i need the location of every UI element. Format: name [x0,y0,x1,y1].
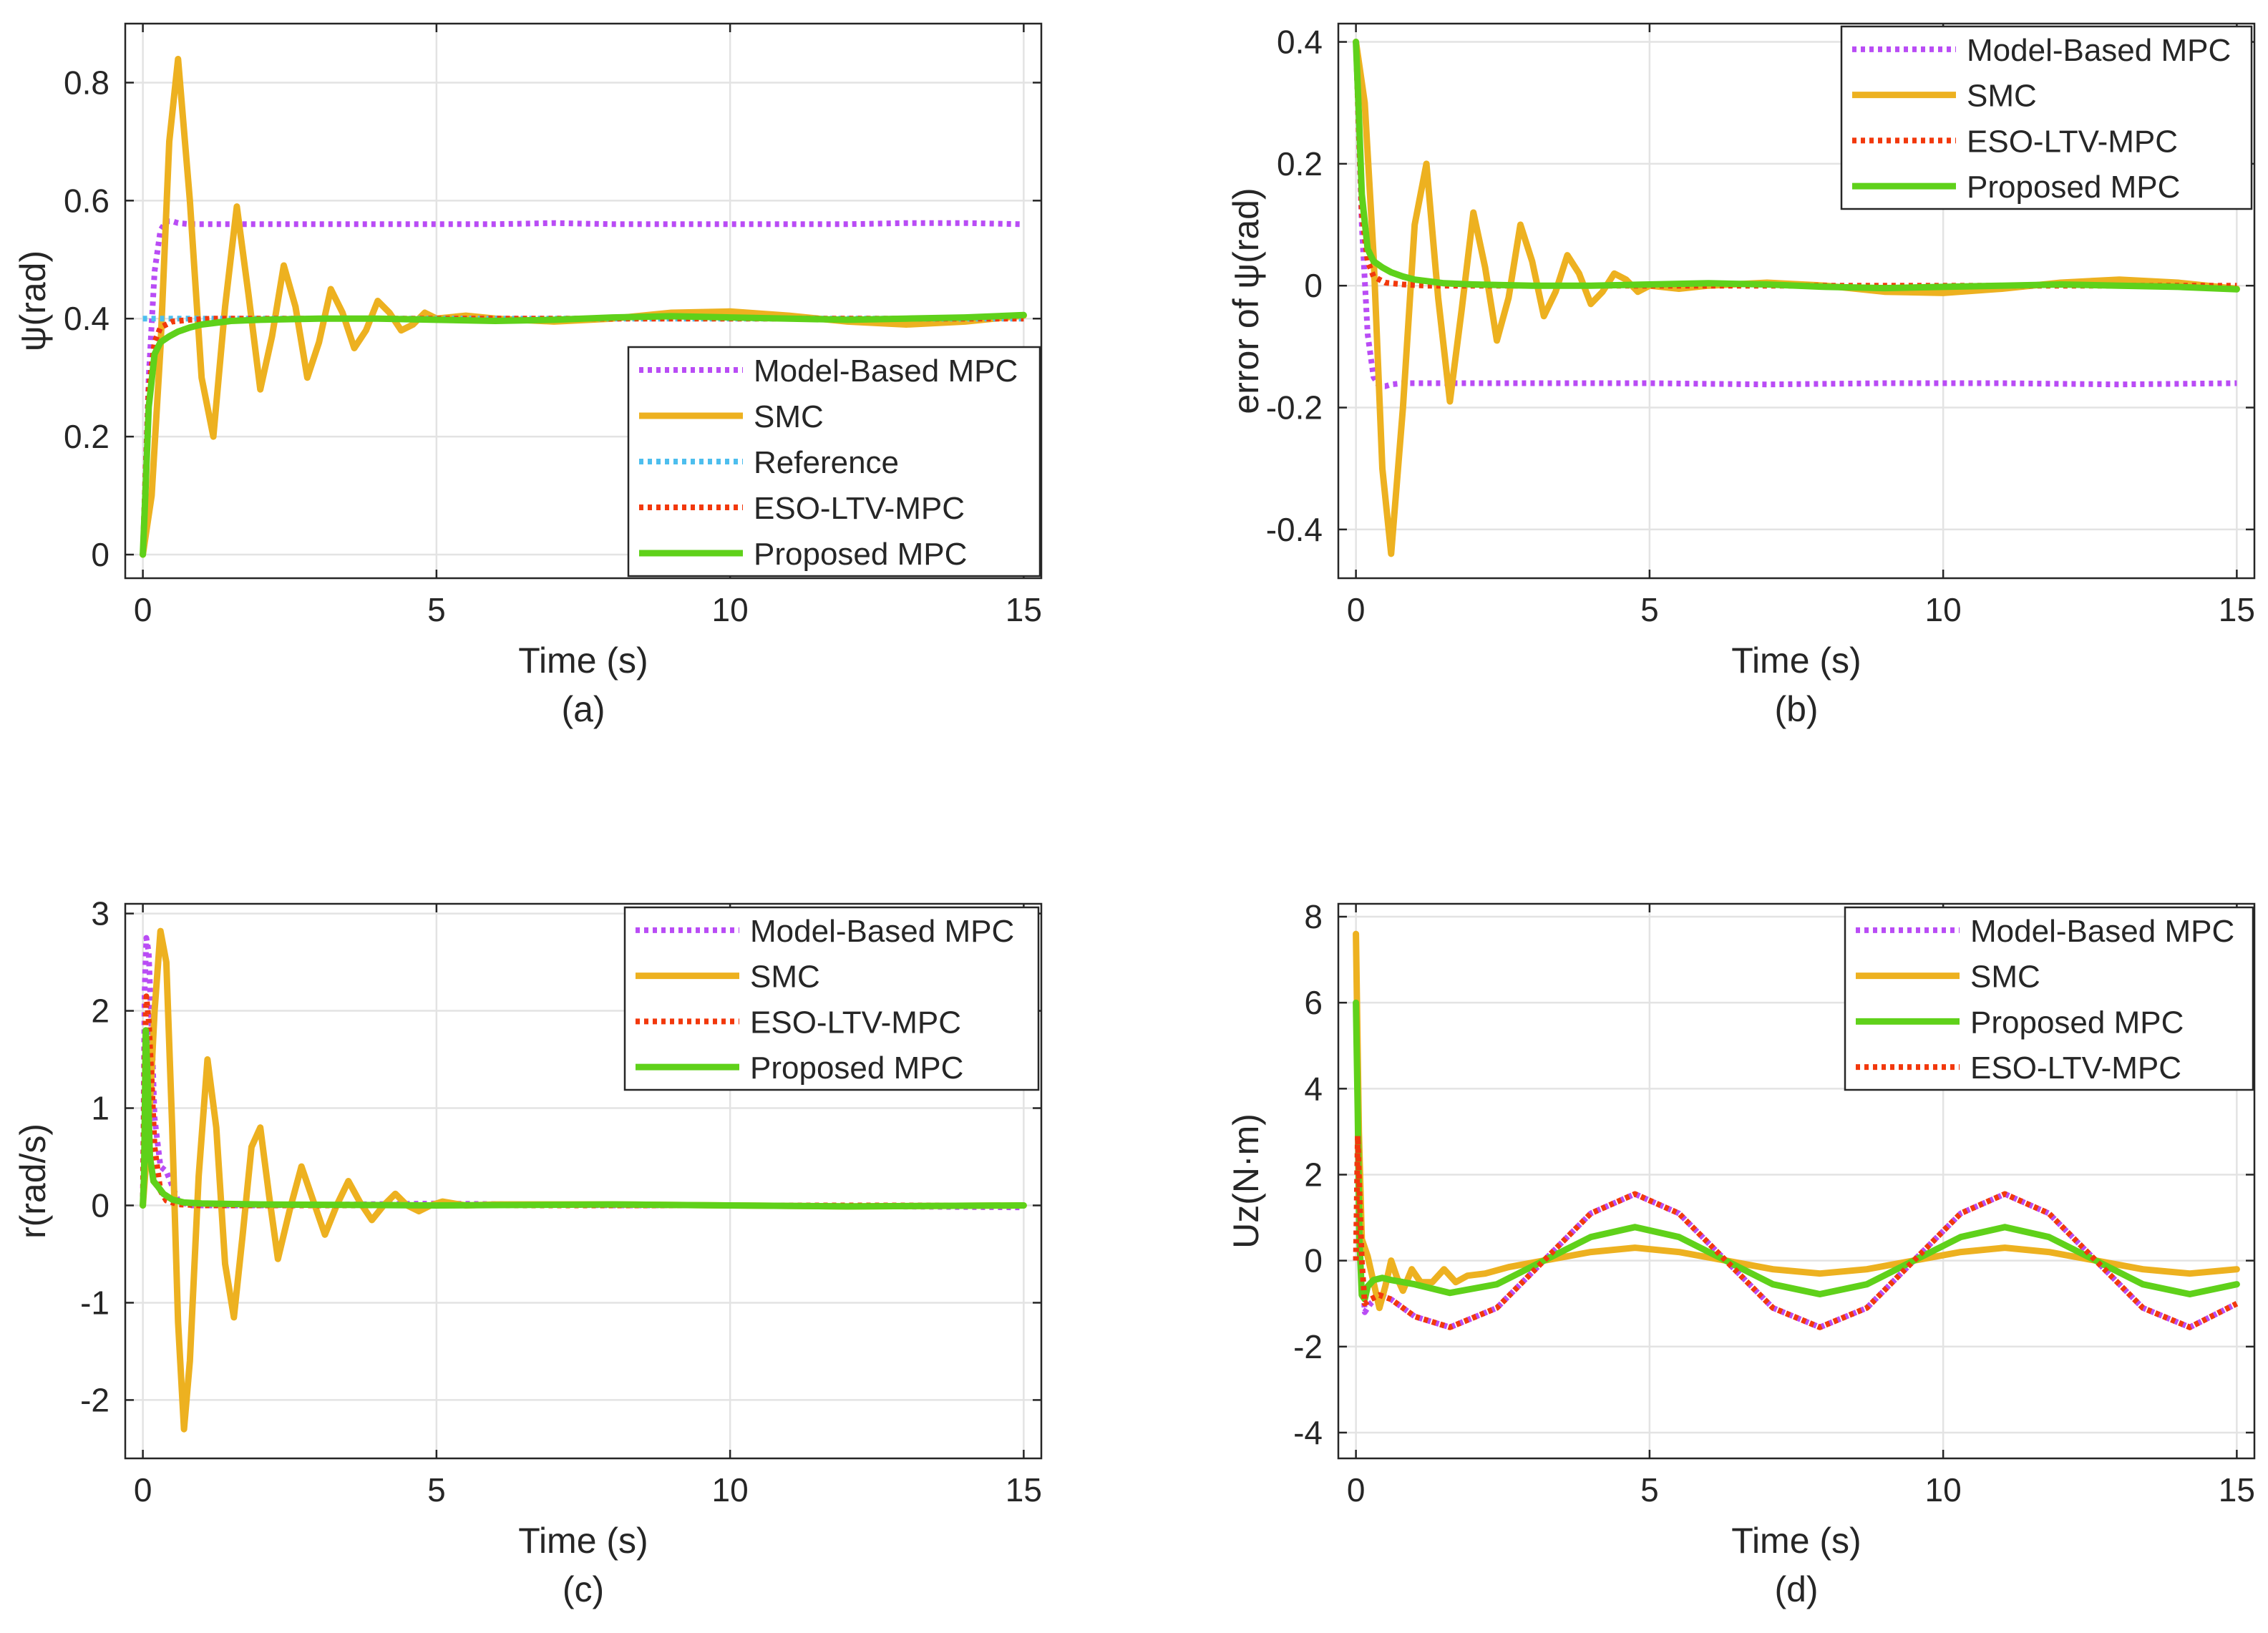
axes-box [124,902,1043,1460]
y-tick-label: 0 [91,1186,109,1224]
y-tick-label: -2 [80,1381,109,1418]
x-tick-label: 0 [1347,1471,1366,1508]
x-tick-label: 15 [1006,1471,1042,1508]
y-tick-label: 4 [1304,1070,1323,1107]
panel-caption: (b) [1774,689,1818,729]
x-axis-label: Time (s) [518,640,648,681]
y-tick-label: -0.2 [1266,389,1323,426]
y-axis-label: error of ψ(rad) [1226,187,1266,414]
chart-panel-c: 0 5 10 15 -2 -1 0 1 2 3 Time (s) r(rad/s) (c) Model-B… [13,895,1043,1609]
x-tick-label: 5 [1640,591,1659,628]
y-tick-label: 1 [91,1090,109,1127]
series-line-proposed-mpc [1353,39,2240,293]
chart-panel-a: 0 5 10 15 0 0.2 0.4 0.6 0.8 Time (s) ψ(rad) (a) Mode… [13,22,1043,729]
legend: Model-Based MPC SMC ESO-LTV-MPC Proposed MP… [623,906,1040,1091]
x-tick-label: 5 [1640,1471,1659,1508]
series-line-proposed-mpc [1353,999,2240,1303]
x-tick-label: 10 [712,591,749,628]
series-group [140,56,1027,558]
x-tick-label: 15 [1006,591,1042,628]
x-tick-label: 5 [427,1471,446,1508]
legend-label-proposed-mpc: Proposed MPC [754,537,967,572]
legend-label-proposed-mpc: Proposed MPC [1970,1005,2184,1040]
y-tick-label: 3 [91,895,109,932]
legend-box [1840,25,2253,210]
legend-label-smc: SMC [750,960,820,995]
y-tick-label: 0.2 [64,418,109,455]
legend-label-smc: SMC [1967,79,2037,114]
legend-label-model-based-mpc: Model-Based MPC [1967,33,2231,68]
legend-label-smc: SMC [754,399,824,434]
legend: Model-Based MPC SMC Reference ESO-LTV-MPC Pr… [627,346,1041,577]
axes-box [124,22,1043,580]
series-line-model-based-mpc [140,218,1024,555]
axes-box [1337,902,2256,1460]
y-axis-label: ψ(rad) [13,250,53,351]
y-tick-label: 0 [1304,1242,1323,1279]
chart-panel-d: 0 5 10 15 -4 -2 0 2 4 6 8 Time (s) Uz(N·m) (d) Model-B… [1226,898,2256,1609]
y-tick-label: 0.2 [1277,145,1323,182]
legend-label-reference: Reference [754,445,899,480]
legend: Model-Based MPC SMC Proposed MPC ESO-LTV-MP… [1844,906,2254,1091]
chart-panel-b: 0 5 10 15 -0.4 -0.2 0 0.2 0.4 Time (s) error of ψ(… [1226,22,2256,729]
legend-label-model-based-mpc: Model-Based MPC [1970,914,2234,949]
x-axis-label: Time (s) [1731,1521,1861,1561]
x-tick-label: 5 [427,591,446,628]
y-tick-label: 6 [1304,984,1323,1021]
y-tick-label: -0.4 [1266,511,1323,548]
panel-caption: (a) [561,689,605,729]
series-group [1353,930,2240,1330]
series-group [140,927,1027,1433]
axes-box [1337,22,2256,580]
legend-label-proposed-mpc: Proposed MPC [1967,170,2180,205]
x-tick-label: 0 [134,591,152,628]
legend-box [1844,906,2254,1091]
x-tick-label: 10 [1925,591,1962,628]
y-tick-label: 0.4 [64,300,109,337]
y-tick-label: 0 [91,536,109,573]
x-tick-label: 10 [712,1471,749,1508]
panel-caption: (d) [1774,1569,1818,1609]
series-line-proposed-mpc [140,311,1027,558]
y-tick-label: 8 [1304,898,1323,935]
legend-label-eso-ltv-mpc: ESO-LTV-MPC [1967,124,2178,159]
y-tick-label: -1 [80,1284,109,1321]
x-tick-label: 0 [1347,591,1366,628]
x-tick-label: 10 [1925,1471,1962,1508]
x-axis-label: Time (s) [518,1521,648,1561]
x-axis-label: Time (s) [1731,640,1861,681]
y-axis-label: Uz(N·m) [1226,1113,1266,1249]
y-tick-label: 0.6 [64,182,109,219]
legend-box [627,346,1041,577]
series-group [1353,39,2240,557]
x-tick-label: 15 [2219,1471,2255,1508]
x-tick-label: 0 [134,1471,152,1508]
legend-label-eso-ltv-mpc: ESO-LTV-MPC [750,1005,961,1040]
y-tick-label: 2 [91,993,109,1030]
series-line-eso-ltv-mpc [1353,1133,2239,1330]
x-tick-label: 15 [2219,591,2255,628]
legend-label-eso-ltv-mpc: ESO-LTV-MPC [1970,1051,2181,1086]
legend-label-smc: SMC [1970,960,2040,995]
y-tick-label: 2 [1304,1156,1323,1193]
y-tick-label: -4 [1293,1414,1323,1451]
y-tick-label: 0 [1304,267,1323,304]
legend-label-model-based-mpc: Model-Based MPC [754,354,1018,389]
y-axis-label: r(rad/s) [13,1123,53,1239]
legend-box [623,906,1040,1091]
legend-label-model-based-mpc: Model-Based MPC [750,914,1014,949]
legend-label-eso-ltv-mpc: ESO-LTV-MPC [754,491,965,526]
y-tick-label: 0.4 [1277,24,1323,61]
panel-caption: (c) [563,1569,604,1609]
y-tick-label: 0.8 [64,64,109,101]
legend-label-proposed-mpc: Proposed MPC [750,1051,963,1086]
legend: Model-Based MPC SMC ESO-LTV-MPC Proposed MP… [1840,25,2253,210]
series-line-proposed-mpc [140,1027,1027,1210]
y-tick-label: -2 [1293,1328,1323,1365]
